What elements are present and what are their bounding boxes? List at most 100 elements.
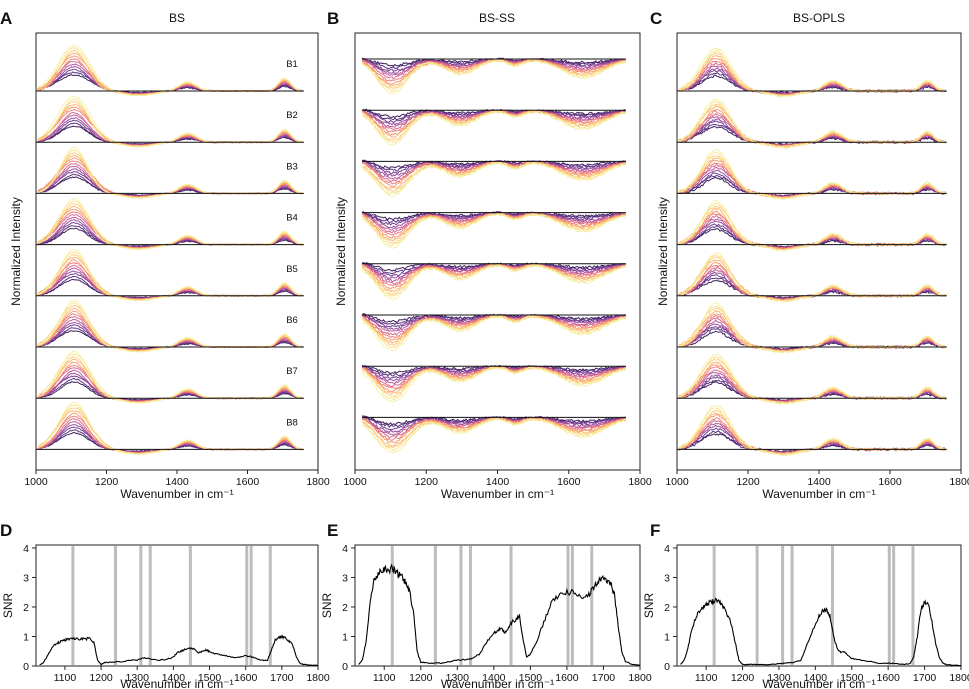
y-tick-label: 4: [342, 543, 348, 555]
spectrum-curve: [361, 110, 627, 147]
y-tick-label: 2: [342, 602, 348, 614]
spectrum-curve: [361, 365, 627, 398]
sample-label-b6: B6: [286, 315, 298, 326]
x-tick-label: 1400: [486, 476, 510, 488]
spectrum-curve: [361, 161, 627, 190]
y-tick-label: 3: [664, 572, 670, 584]
spectrum-curve: [37, 251, 304, 302]
x-tick-label: 1800: [949, 476, 969, 488]
x-tick-label: 1400: [804, 672, 828, 684]
x-tick-label: 1500: [840, 672, 864, 684]
sample-label-b3: B3: [286, 161, 298, 172]
spectrum-curve: [362, 417, 627, 454]
spectrum-curve: [37, 307, 303, 352]
x-axis-label: Wavenumber in cm⁻¹: [441, 677, 554, 689]
spectrum-curve: [37, 58, 303, 96]
x-tick-label: 1100: [373, 672, 396, 684]
y-axis-label: SNR: [642, 593, 656, 619]
spectrum-curve: [37, 63, 303, 95]
spectrum-curve: [361, 161, 627, 198]
sample-label-b5: B5: [286, 264, 298, 275]
x-tick-label: 1700: [592, 672, 616, 684]
sample-label-b8: B8: [286, 417, 298, 428]
y-tick-label: 2: [664, 602, 670, 614]
x-tick-label: 1400: [807, 476, 831, 488]
spectrum-curve: [361, 213, 626, 244]
x-axis-label: Wavenumber in cm⁻¹: [762, 677, 875, 689]
spectrum-curve: [678, 47, 947, 98]
panel-title: BS-OPLS: [793, 11, 845, 25]
x-tick-label: 1800: [628, 672, 652, 684]
y-tick-label: 1: [342, 631, 348, 643]
x-tick-label: 1500: [198, 672, 222, 684]
y-axis-label: Normalized Intensity: [656, 197, 670, 306]
x-tick-label: 1600: [555, 672, 579, 684]
spectrum-curve: [37, 160, 303, 198]
x-tick-label: 1800: [949, 672, 969, 684]
x-tick-label: 1400: [162, 672, 186, 684]
spectrum-curve: [361, 59, 626, 95]
x-tick-label: 1300: [446, 672, 470, 684]
x-tick-label: 1300: [126, 672, 150, 684]
x-axis-label: Wavenumber in cm⁻¹: [120, 487, 233, 501]
y-axis-label: Normalized Intensity: [334, 197, 348, 306]
panel-label-e: E: [327, 521, 338, 540]
spectrum-curve: [678, 151, 946, 200]
x-axis-label: Wavenumber in cm⁻¹: [120, 677, 233, 689]
spectrum-curve: [37, 364, 304, 403]
spectrum-curve: [37, 404, 303, 455]
y-tick-label: 3: [342, 572, 348, 584]
x-tick-label: 1000: [665, 476, 689, 488]
spectrum-curve: [361, 417, 627, 452]
plot-frame-d: [35, 544, 319, 667]
spectrum-curve: [37, 108, 303, 147]
x-tick-label: 1800: [306, 672, 330, 684]
y-tick-label: 0: [342, 661, 348, 673]
spectrum-curve: [37, 95, 303, 148]
spectrum-curve: [361, 58, 627, 92]
panel-label-b: B: [327, 9, 339, 28]
y-axis-label: SNR: [320, 593, 334, 619]
y-axis-label: Normalized Intensity: [9, 197, 23, 306]
panel-label-f: F: [650, 521, 660, 540]
spectrum-curve: [37, 262, 303, 300]
x-tick-label: 1100: [54, 672, 77, 684]
sample-label-b7: B7: [286, 366, 298, 377]
y-tick-label: 0: [664, 661, 670, 673]
panel-title: BS: [169, 11, 185, 25]
sample-label-b4: B4: [286, 213, 298, 224]
x-tick-label: 1200: [731, 672, 755, 684]
sample-label-b1: B1: [286, 59, 298, 70]
x-tick-label: 1100: [695, 672, 718, 684]
plot-frame-b: [354, 32, 641, 471]
x-tick-label: 1200: [409, 672, 433, 684]
spectrum-curve: [361, 212, 626, 249]
spectrum-curve: [361, 263, 627, 300]
x-tick-label: 1400: [165, 476, 189, 488]
x-axis-label: Wavenumber in cm⁻¹: [762, 487, 875, 501]
spectrum-curve: [37, 249, 303, 302]
sample-label-b2: B2: [286, 110, 298, 121]
x-tick-label: 1200: [736, 476, 760, 488]
x-tick-label: 1000: [343, 476, 367, 488]
y-tick-label: 0: [23, 661, 29, 673]
y-tick-label: 3: [23, 572, 29, 584]
snr-line: [680, 597, 962, 667]
x-tick-label: 1700: [913, 672, 937, 684]
spectrum-curve: [37, 111, 304, 147]
x-tick-label: 1300: [767, 672, 791, 684]
y-tick-label: 4: [23, 543, 29, 555]
spectrum-curve: [37, 197, 303, 251]
spectrum-curve: [37, 211, 303, 249]
plot-frame-f: [676, 544, 962, 667]
spectrum-curve: [361, 315, 626, 352]
panel-title: BS-SS: [479, 11, 515, 25]
spectrum-curve: [37, 415, 303, 454]
y-tick-label: 2: [23, 602, 29, 614]
spectrum-curve: [37, 98, 304, 148]
x-tick-label: 1600: [234, 672, 258, 684]
spectrum-curve: [37, 47, 304, 97]
x-tick-label: 1800: [306, 476, 330, 488]
spectrum-curve: [678, 101, 946, 149]
